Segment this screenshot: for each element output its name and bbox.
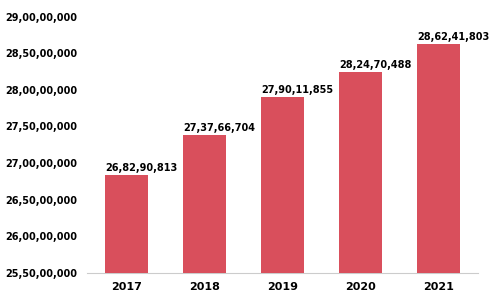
Bar [183,135,226,298]
Text: 28,62,41,803: 28,62,41,803 [417,32,490,42]
Bar [417,44,460,298]
Bar [105,176,148,298]
Text: 28,24,70,488: 28,24,70,488 [339,60,412,69]
Text: 27,37,66,704: 27,37,66,704 [183,123,255,133]
Bar [339,72,382,298]
Text: 27,90,11,855: 27,90,11,855 [261,85,333,95]
Text: 26,82,90,813: 26,82,90,813 [105,163,178,173]
Bar [261,97,304,298]
